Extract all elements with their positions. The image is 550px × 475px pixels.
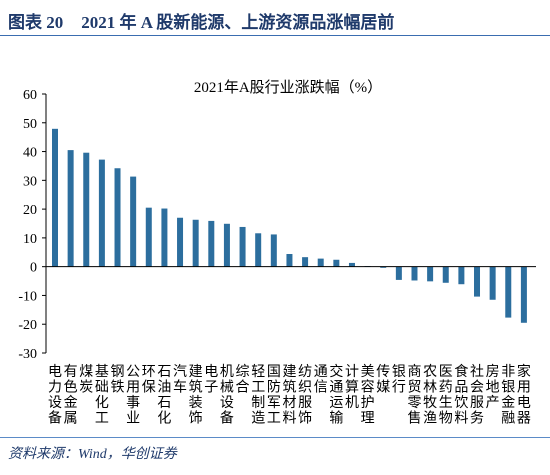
x-tick-label: 煤炭 [79, 364, 93, 396]
bar [427, 266, 434, 282]
y-tick-label: 10 [23, 232, 37, 247]
bar [489, 266, 496, 300]
x-tick-label: 国防军工 [267, 365, 281, 427]
x-tick-label: 有色金属 [64, 364, 78, 427]
x-tick-label: 家用电器 [517, 363, 531, 427]
y-tick-label: 50 [23, 117, 37, 132]
chart-title: 2021年A股行业涨跌幅（%） [194, 79, 382, 96]
bar [239, 226, 246, 267]
bar [83, 152, 90, 267]
x-tick-label: 银行 [392, 364, 406, 396]
x-tick-label: 商贸零售 [407, 364, 421, 427]
x-tick-label: 轻工制造 [251, 364, 265, 427]
bar [380, 266, 387, 268]
bar [208, 220, 215, 267]
bar [286, 254, 293, 267]
bar [114, 168, 121, 267]
figure-title: 2021 年 A 股新能源、上游资源品涨幅居前 [81, 13, 395, 32]
x-tick-label: 房地产 [486, 364, 500, 411]
x-tick-label: 环保 [142, 365, 156, 396]
header-rule [0, 35, 550, 36]
x-tick-label: 医药生物 [439, 365, 453, 427]
bar [177, 217, 184, 267]
bar [458, 266, 465, 285]
x-tick-label: 交通运输 [329, 363, 343, 427]
bar [255, 233, 262, 267]
bar [348, 262, 355, 267]
x-tick-label: 电力设备 [48, 364, 62, 427]
bar [52, 128, 58, 267]
y-tick-label: 60 [23, 88, 37, 103]
y-tick-label: 0 [30, 261, 37, 276]
axes [45, 94, 536, 353]
x-tick-label: 电子 [204, 364, 218, 396]
bar [411, 266, 418, 281]
x-tick-label: 建筑装饰 [189, 364, 203, 427]
x-tick-label: 石油石化 [157, 365, 171, 427]
x-tick-label: 汽车 [173, 364, 187, 396]
x-axis-categories: 电力设备有色金属煤炭基础化工钢铁公用事业环保石油石化汽车建筑装饰电子机械设备综合… [48, 363, 531, 427]
y-tick-label: 40 [23, 146, 37, 161]
y-tick-label: -30 [18, 347, 37, 362]
bar [67, 150, 74, 267]
x-tick-label: 钢铁 [111, 364, 125, 396]
bar [161, 208, 168, 267]
y-axis-ticks: 60 50 40 30 20 10 0 -10 -20 -30 [18, 88, 46, 362]
x-tick-label: 公用事业 [126, 365, 140, 427]
x-tick-label: 非银金融 [501, 364, 515, 427]
figure-header: 图表 20 2021 年 A 股新能源、上游资源品涨幅居前 [8, 8, 394, 32]
y-tick-label: 30 [23, 174, 37, 189]
bar [130, 176, 137, 267]
bar [395, 266, 402, 280]
x-tick-label: 纺织服饰 [298, 364, 312, 427]
source-note: 资料来源：Wind，华创证券 [8, 447, 177, 462]
x-tick-label: 传媒 [376, 364, 390, 396]
bar-series [52, 128, 527, 323]
y-tick-label: -20 [18, 318, 37, 333]
y-tick-label: 20 [23, 203, 37, 218]
bar [317, 258, 324, 267]
bar [333, 259, 340, 267]
x-tick-label: 基础化工 [95, 363, 109, 427]
x-tick-label: 农林牧渔 [423, 364, 437, 427]
x-tick-label: 通信 [314, 364, 328, 396]
bar-chart: 2021年A股行业涨跌幅（%） 60 50 40 30 20 10 0 -10 -20 -30 电… [18, 79, 536, 427]
bar [442, 266, 449, 283]
bar [223, 223, 230, 267]
figure-label: 图表 20 [8, 13, 64, 32]
bar [145, 207, 152, 267]
x-tick-label: 建筑材料 [282, 364, 296, 427]
bar [474, 266, 481, 297]
x-tick-label: 机械设备 [220, 364, 234, 427]
x-tick-label: 社会服务 [470, 364, 484, 427]
x-tick-label: 计算机 [345, 364, 359, 411]
bar [505, 266, 512, 318]
bar [520, 266, 527, 323]
y-tick-label: -10 [18, 289, 37, 304]
x-tick-label: 综合 [236, 364, 250, 396]
footer-rule [0, 437, 550, 438]
bar [192, 219, 199, 267]
x-tick-label: 食品饮料 [454, 363, 468, 427]
bar [98, 159, 105, 267]
bar [270, 234, 277, 267]
bar [302, 257, 309, 267]
x-tick-label: 美容护理 [361, 364, 375, 427]
